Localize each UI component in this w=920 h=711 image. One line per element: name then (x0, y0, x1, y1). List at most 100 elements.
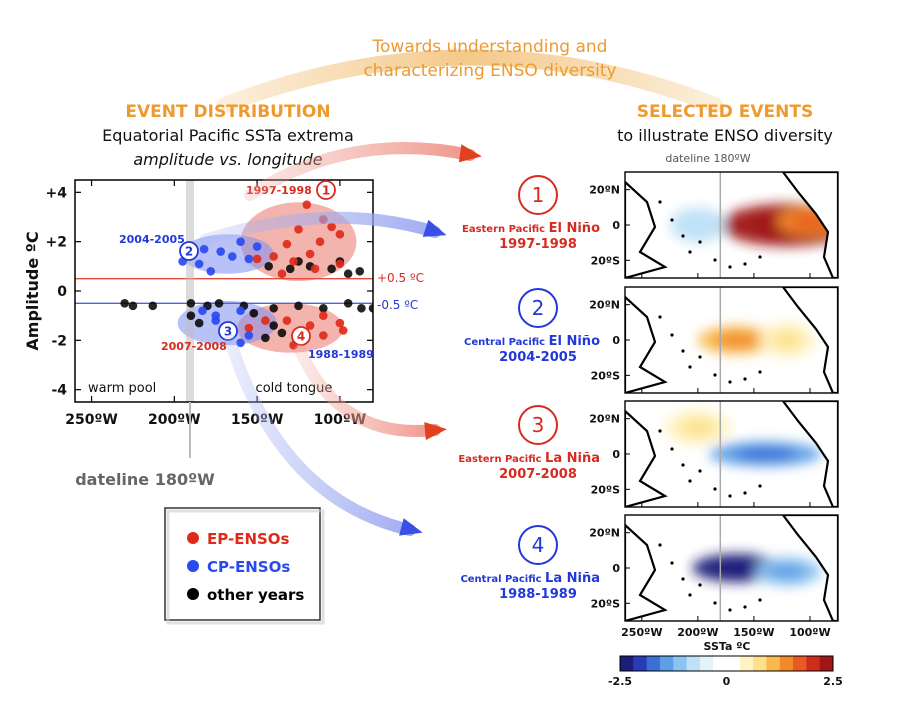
map-lat-label: 20ºN (589, 184, 620, 197)
island-dot (681, 349, 685, 353)
colorbar-tick-label: -2.5 (608, 675, 632, 688)
sst-anomaly-core (715, 332, 759, 348)
right-heading: SELECTED EVENTS (637, 102, 813, 122)
warm-pool-label: warm pool (88, 381, 156, 396)
map-lat-label: 20ºS (591, 254, 621, 267)
land-maritime-continent (625, 409, 668, 507)
island-dot (681, 463, 685, 467)
map-lat-label: 20ºN (589, 413, 620, 426)
legend-label: other years (207, 586, 304, 604)
colorbar-cell (779, 656, 794, 671)
island-dot (743, 605, 747, 609)
legend: EP-ENSOs CP-ENSOs other years (164, 507, 325, 625)
sst-anomaly-core (734, 447, 796, 461)
sst-map-2: 20ºN 0 20ºS (589, 286, 839, 394)
scatter-point (264, 262, 274, 271)
scatter-point (335, 259, 345, 269)
colorbar-cell (620, 656, 634, 671)
island-dot (728, 494, 732, 498)
island-dot (713, 601, 717, 605)
island-dot (758, 370, 762, 374)
y-tick-label: 0 (57, 284, 67, 300)
event-number-circle (518, 288, 558, 328)
island-dot (670, 218, 674, 222)
pos-threshold-label: +0.5 ºC (377, 271, 424, 285)
island-dot (688, 250, 692, 254)
event-years-label: 2004-2005 (499, 350, 577, 365)
scatter-point (315, 237, 325, 246)
event-arrow-1 (244, 142, 476, 201)
event-years-label: 2007-2008 (499, 467, 577, 482)
map-lat-label: 0 (612, 448, 620, 461)
scatter-point (211, 316, 221, 325)
event-number-circle (518, 525, 558, 565)
plot-event-badge-number: 3 (224, 325, 232, 339)
plot-event-badge-number: 4 (297, 330, 305, 344)
map-lon-label: 200ºW (677, 626, 718, 639)
y-tick-label: -4 (51, 383, 67, 399)
scatter-point (216, 247, 225, 256)
map-lon-label: 150ºW (733, 626, 774, 639)
right-subtitle: to illustrate ENSO diversity (617, 126, 833, 145)
event-number-circle (518, 405, 558, 445)
island-dot (658, 543, 662, 547)
scatter-point (327, 264, 336, 274)
scatter-point (186, 299, 196, 308)
colorbar-title: SSTa ºC (704, 640, 751, 653)
scatter-point (355, 266, 365, 276)
colorbar-cell (726, 656, 741, 671)
land-maritime-continent (625, 180, 668, 278)
event-type-label: Eastern Pacific La Niña (458, 451, 600, 466)
legend-marker (187, 560, 199, 572)
island-dot (713, 487, 717, 491)
island-dot (743, 262, 747, 266)
map-lat-label: 20ºS (591, 483, 621, 496)
scatter-point (302, 200, 312, 209)
colorbar-tick-label: 2.5 (823, 675, 843, 688)
map-lat-label: 0 (612, 562, 620, 575)
neg-threshold-label: -0.5 ºC (377, 298, 418, 312)
map-lat-label: 20ºN (589, 527, 620, 540)
plot-event-badge-number: 1 (322, 184, 330, 198)
colorbar-cell (753, 656, 767, 671)
island-dot (681, 577, 685, 581)
plot-event-year-label: 1988-1989 (308, 348, 374, 361)
colorbar: SSTa ºC -2.5 0 2.5 (608, 640, 843, 688)
scatter-point (282, 239, 292, 249)
island-dot (713, 373, 717, 377)
island-dot (688, 479, 692, 483)
event-arrows (199, 142, 482, 536)
island-dot (681, 234, 685, 238)
legend-label: CP-ENSOs (207, 558, 290, 576)
island-dot (758, 255, 762, 259)
scatter-point (214, 299, 224, 308)
scatter-point (335, 318, 345, 328)
scatter-point (338, 326, 348, 335)
scatter-point (244, 323, 254, 333)
scatter-point (343, 269, 353, 279)
sst-anomaly-core (679, 417, 717, 438)
scatter-point (249, 308, 259, 318)
island-dot (658, 429, 662, 433)
event-number: 1 (532, 183, 545, 207)
sst-anomaly-core (772, 330, 803, 350)
y-axis-label: Amplitude ºC (23, 231, 42, 350)
colorbar-cell (793, 656, 807, 671)
map-lon-label: 250ºW (621, 626, 662, 639)
scatter-point (305, 249, 315, 259)
map-lat-label: 0 (612, 219, 620, 232)
scatter-point (227, 252, 237, 261)
left-heading: EVENT DISTRIBUTION (125, 102, 330, 122)
scatter-point (206, 266, 216, 276)
scatter-point (277, 328, 287, 338)
event-type-label: Central Pacific El Niño (464, 334, 600, 349)
scatter-point (261, 316, 270, 325)
scatter-point (357, 303, 366, 313)
land-maritime-continent (625, 523, 668, 621)
map-lon-label: 100ºW (789, 626, 830, 639)
island-dot (743, 377, 747, 381)
scatter-point (252, 242, 262, 251)
